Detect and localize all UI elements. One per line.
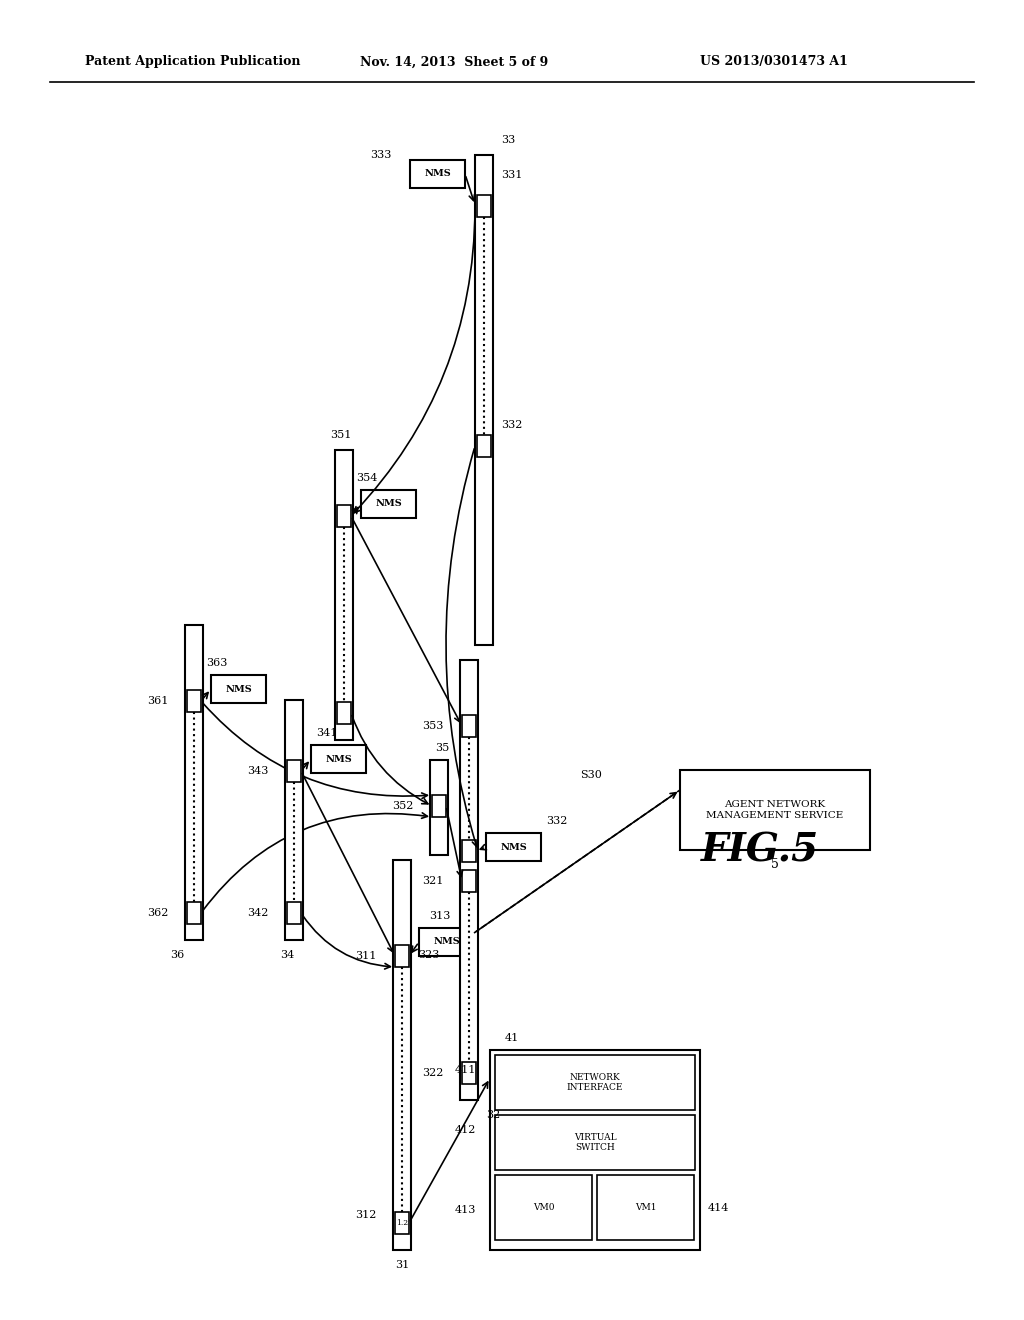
- Bar: [419, 928, 474, 956]
- Bar: [462, 870, 476, 892]
- Text: 331: 331: [501, 170, 522, 180]
- Text: 332: 332: [501, 420, 522, 430]
- Bar: [395, 945, 409, 968]
- Bar: [477, 195, 490, 216]
- Bar: [361, 490, 416, 517]
- Bar: [187, 902, 201, 924]
- FancyArrowPatch shape: [352, 715, 428, 804]
- Bar: [462, 840, 476, 862]
- Bar: [495, 1055, 695, 1110]
- FancyArrowPatch shape: [354, 209, 475, 512]
- FancyArrowPatch shape: [446, 449, 477, 846]
- Text: 343: 343: [247, 766, 268, 776]
- Text: 342: 342: [247, 908, 268, 917]
- Text: 362: 362: [147, 908, 168, 917]
- Bar: [495, 1115, 695, 1170]
- Text: 353: 353: [422, 721, 443, 731]
- Text: NMS: NMS: [375, 499, 401, 508]
- Text: 323: 323: [418, 950, 439, 960]
- Text: 413: 413: [455, 1205, 476, 1214]
- Text: 332: 332: [546, 816, 567, 826]
- Bar: [187, 690, 201, 711]
- FancyArrowPatch shape: [203, 813, 427, 911]
- Bar: [432, 795, 446, 817]
- Text: NMS: NMS: [433, 937, 460, 946]
- Bar: [395, 1212, 409, 1234]
- Text: 322: 322: [422, 1068, 443, 1078]
- Text: 412: 412: [455, 1125, 476, 1135]
- Text: 1.2: 1.2: [396, 1218, 408, 1228]
- Text: Patent Application Publication: Patent Application Publication: [85, 55, 300, 69]
- FancyArrowPatch shape: [302, 915, 390, 969]
- Bar: [490, 1049, 700, 1250]
- Text: 361: 361: [147, 696, 168, 706]
- Text: VM0: VM0: [532, 1203, 554, 1212]
- Text: VIRTUAL
SWITCH: VIRTUAL SWITCH: [573, 1133, 616, 1152]
- Bar: [185, 624, 203, 940]
- Text: 36: 36: [170, 950, 184, 960]
- Bar: [475, 154, 493, 645]
- Text: 35: 35: [435, 743, 450, 752]
- Bar: [495, 1175, 592, 1239]
- Text: 351: 351: [330, 430, 351, 440]
- Bar: [285, 700, 303, 940]
- Bar: [680, 770, 870, 850]
- Bar: [211, 675, 266, 704]
- Text: NMS: NMS: [326, 755, 352, 763]
- Text: 5: 5: [771, 858, 779, 871]
- Bar: [486, 833, 541, 861]
- Bar: [393, 861, 411, 1250]
- Text: 333: 333: [370, 150, 391, 160]
- Text: 352: 352: [392, 801, 414, 810]
- Text: Nov. 14, 2013  Sheet 5 of 9: Nov. 14, 2013 Sheet 5 of 9: [360, 55, 548, 69]
- Bar: [460, 660, 478, 1100]
- Text: VM1: VM1: [635, 1203, 656, 1212]
- Text: 363: 363: [206, 657, 227, 668]
- Text: NMS: NMS: [225, 685, 252, 693]
- Bar: [311, 744, 366, 774]
- Text: 341: 341: [316, 729, 337, 738]
- Bar: [287, 902, 301, 924]
- Text: US 2013/0301473 A1: US 2013/0301473 A1: [700, 55, 848, 69]
- Text: 411: 411: [455, 1065, 476, 1074]
- Text: 313: 313: [429, 911, 451, 921]
- Text: NETWORK
INTERFACE: NETWORK INTERFACE: [566, 1073, 624, 1092]
- Bar: [462, 715, 476, 737]
- Bar: [287, 760, 301, 781]
- Text: 311: 311: [355, 950, 377, 961]
- Text: 414: 414: [708, 1203, 729, 1213]
- Text: NMS: NMS: [424, 169, 451, 178]
- Text: 31: 31: [395, 1261, 410, 1270]
- Text: 32: 32: [486, 1110, 501, 1119]
- Bar: [597, 1175, 694, 1239]
- Bar: [337, 506, 351, 527]
- Text: 41: 41: [505, 1034, 519, 1043]
- Text: 354: 354: [356, 473, 378, 483]
- Bar: [410, 160, 465, 187]
- Text: FIG.5: FIG.5: [701, 832, 819, 869]
- Bar: [335, 450, 353, 741]
- Bar: [430, 760, 449, 855]
- Text: 312: 312: [355, 1210, 377, 1220]
- FancyArrowPatch shape: [203, 704, 427, 799]
- Bar: [477, 436, 490, 457]
- Text: S30: S30: [580, 770, 602, 780]
- Text: AGENT NETWORK
MANAGEMENT SERVICE: AGENT NETWORK MANAGEMENT SERVICE: [707, 800, 844, 820]
- Text: 321: 321: [422, 876, 443, 886]
- Bar: [462, 1063, 476, 1084]
- Text: 34: 34: [280, 950, 294, 960]
- Bar: [337, 702, 351, 723]
- Text: NMS: NMS: [500, 842, 527, 851]
- Text: 33: 33: [501, 135, 515, 145]
